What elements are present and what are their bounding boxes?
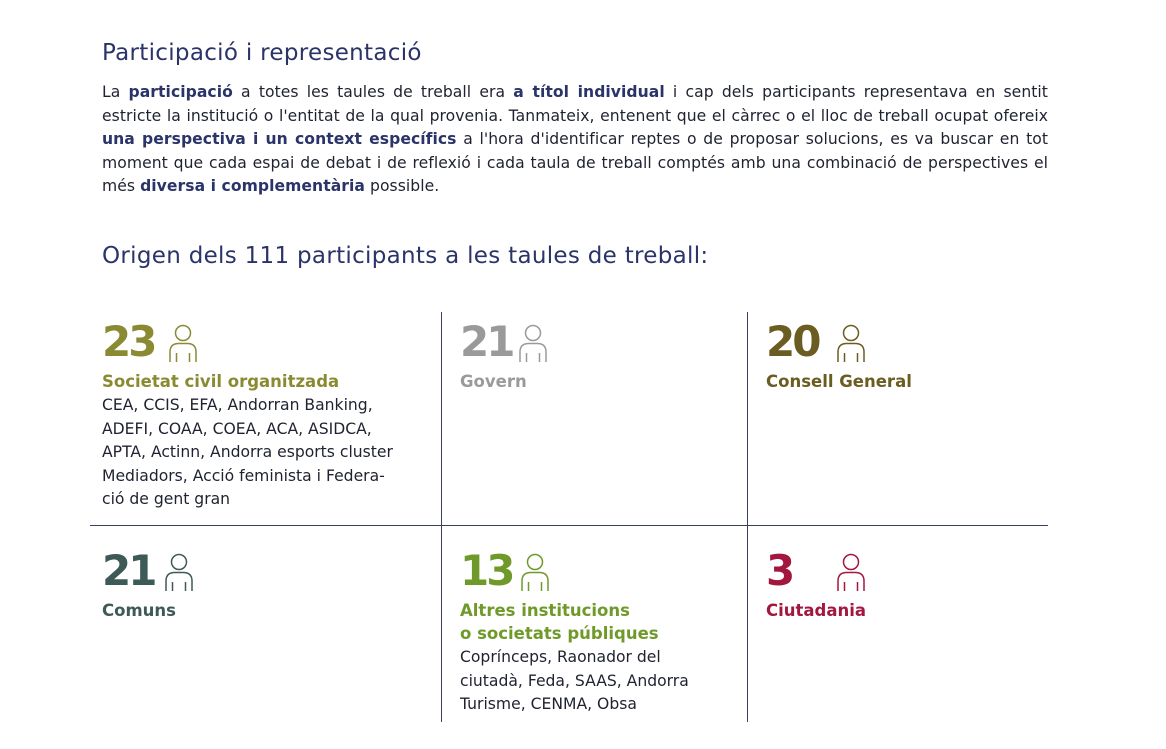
para-text-4: a l'hora d'identificar reptes o de propo… xyxy=(102,130,1048,196)
para-text-5: possible. xyxy=(364,177,440,196)
group-label: Societat civil organitzada xyxy=(102,372,340,391)
desc-line: ADEFI, COAA, COEA, ACA, ASIDCA, xyxy=(102,419,372,438)
desc-line: CEA, CCIS, EFA, Andorran Banking, xyxy=(102,396,373,414)
person-icon xyxy=(165,553,193,591)
para-text-1: La xyxy=(102,83,129,101)
person-icon xyxy=(837,324,865,362)
group-description: Coprínceps, Raonador del ciutadà, Feda, … xyxy=(460,646,790,717)
desc-line: ciutadà, Feda, SAAS, Andorra xyxy=(460,671,689,690)
group-label: Ciutadania xyxy=(766,601,867,620)
desc-line: Mediadors, Acció feminista i Federa- xyxy=(102,466,385,485)
label-line: o societats públiques xyxy=(460,624,659,643)
intro-paragraph: La participació a totes les taules de tr… xyxy=(102,81,1048,199)
group-count: 3 xyxy=(766,546,795,595)
desc-line: APTA, Actinn, Andorra esports cluster xyxy=(102,443,393,461)
origin-title: Origen dels 111 participants a les taule… xyxy=(102,243,709,269)
group-description: CEA, CCIS, EFA, Andorran Banking, ADEFI,… xyxy=(102,394,432,512)
group-count: 20 xyxy=(766,317,821,366)
group-label: Comuns xyxy=(102,601,176,620)
grid-divider-vertical-1 xyxy=(441,312,442,722)
para-text-3: i cap dels participants representava en … xyxy=(102,83,1048,125)
grid-divider-vertical-2 xyxy=(747,312,748,722)
person-icon xyxy=(837,553,865,591)
person-icon xyxy=(169,324,197,362)
group-count: 21 xyxy=(102,546,157,595)
group-count: 13 xyxy=(460,546,515,595)
desc-line: Turisme, CENMA, Obsa xyxy=(460,695,637,713)
section-title: Participació i representació xyxy=(102,40,422,66)
para-text-2: a totes les taules de treball era xyxy=(232,83,514,101)
desc-line: ció de gent gran xyxy=(102,490,231,508)
person-icon xyxy=(521,553,549,591)
para-bold-3: una perspectiva i un context específics xyxy=(102,130,457,149)
group-label: Consell General xyxy=(766,372,912,391)
group-label: Govern xyxy=(460,372,527,391)
para-bold-2: a títol individual xyxy=(513,83,665,101)
para-bold-1: participació xyxy=(128,83,233,101)
grid-divider-horizontal xyxy=(90,525,1048,526)
group-count: 23 xyxy=(102,317,157,366)
group-count: 21 xyxy=(460,317,515,366)
para-bold-4: diversa i complementària xyxy=(140,177,365,196)
group-label: Altres institucions o societats públique… xyxy=(460,599,800,645)
desc-line: Coprínceps, Raonador del xyxy=(460,648,661,666)
person-icon xyxy=(519,324,547,362)
label-line: Altres institucions xyxy=(460,601,630,620)
